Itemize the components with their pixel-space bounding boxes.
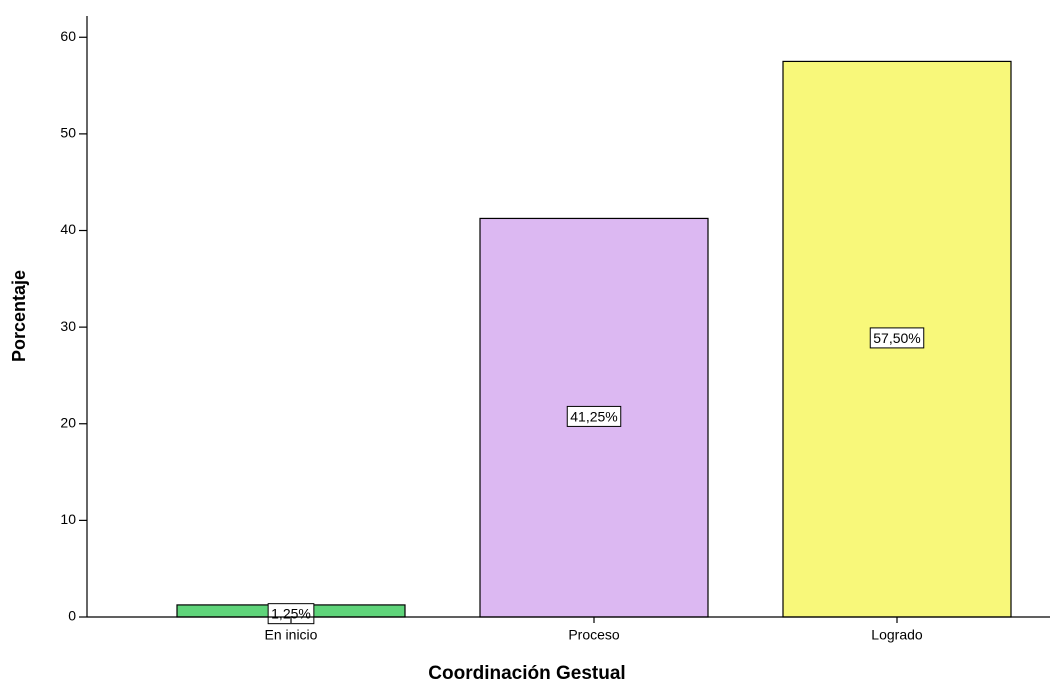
y-tick-label: 30	[60, 318, 76, 334]
y-tick-label: 40	[60, 221, 76, 237]
y-tick-label: 0	[68, 608, 76, 624]
x-tick-label: Logrado	[871, 627, 923, 643]
y-tick-label: 60	[60, 28, 76, 44]
value-label: 41,25%	[570, 408, 617, 424]
value-label-box	[267, 603, 315, 625]
x-tick-label: En inicio	[265, 627, 318, 643]
y-axis-label: Porcentaje	[9, 270, 29, 362]
value-label: 1,25%	[271, 606, 311, 622]
x-tick-label: Proceso	[568, 627, 620, 643]
y-tick-label: 10	[60, 511, 76, 527]
value-label-box	[869, 327, 925, 349]
y-tick-label: 20	[60, 414, 76, 430]
x-axis-label: Coordinación Gestual	[428, 663, 625, 684]
y-tick-label: 50	[60, 125, 76, 141]
value-label-box	[566, 405, 622, 427]
value-label: 57,50%	[873, 330, 920, 346]
